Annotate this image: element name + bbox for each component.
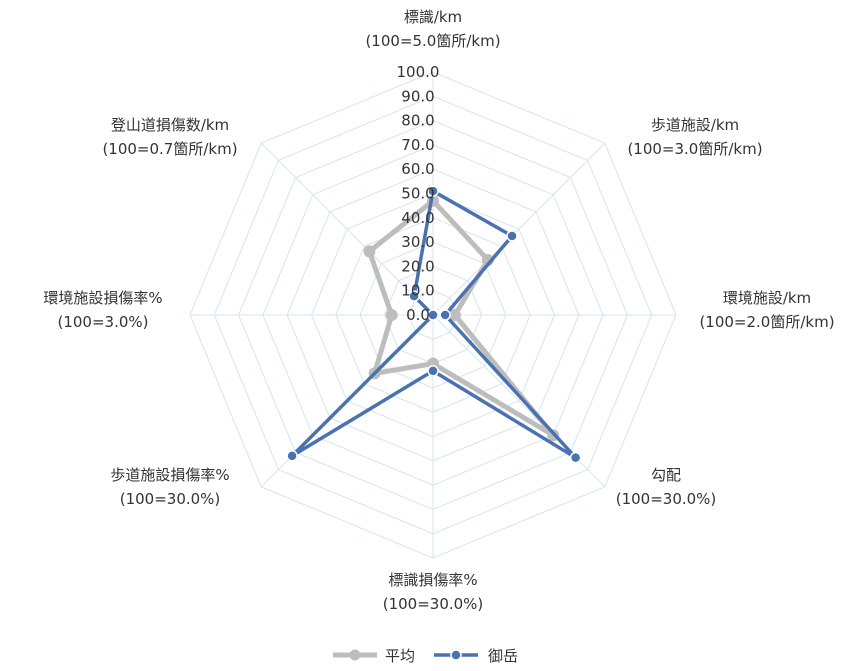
legend: 平均 御岳 [333, 647, 518, 665]
axis-name: 歩道施設/km [651, 116, 739, 134]
axis-spoke [260, 142, 434, 316]
data-point [569, 451, 582, 464]
data-point [408, 290, 420, 302]
axis-name: 標識/km [404, 8, 462, 26]
axis-label: 標識損傷率% (100=30.0%) [383, 571, 484, 613]
tick-label: 10.0 [401, 282, 434, 300]
axis-scale: (100=3.0%) [57, 313, 148, 331]
axis-scale: (100=30.0%) [616, 490, 717, 508]
axis-scale: (100=30.0%) [383, 595, 484, 613]
axis-name: 歩道施設損傷率% [110, 466, 229, 484]
axis-name: 環境施設/km [723, 289, 811, 307]
axis-spoke [432, 142, 606, 316]
radial-tick-labels: 0.0 10.0 20.0 30.0 40.0 50.0 60.0 70.0 80.0 90.0 1… [397, 63, 440, 324]
tick-label: 100.0 [397, 63, 440, 81]
axis-label: 歩道施設損傷率% (100=30.0%) [110, 466, 229, 508]
axis-labels: 標識/km (100=5.0箇所/km) 歩道施設/km (100=3.0箇所/km)… [43, 8, 834, 613]
axis-name: 環境施設損傷率% [43, 289, 162, 307]
axis-label: 勾配 (100=30.0%) [616, 466, 717, 508]
tick-label: 0.0 [406, 306, 430, 324]
legend-item-0: 平均 [333, 647, 415, 665]
data-point [385, 309, 398, 321]
legend-swatch-marker [349, 649, 361, 661]
tick-label: 60.0 [401, 160, 434, 178]
tick-label: 70.0 [401, 136, 434, 154]
axis-label: 登山道損傷数/km (100=0.7箇所/km) [102, 116, 237, 158]
axis-label: 環境施設損傷率% (100=3.0%) [43, 289, 162, 331]
tick-label: 30.0 [401, 233, 434, 251]
data-point [427, 365, 439, 377]
tick-label: 80.0 [401, 112, 434, 130]
axis-scale: (100=5.0箇所/km) [365, 32, 500, 50]
data-point [427, 185, 439, 197]
series-0 [363, 194, 560, 442]
axis-label: 標識/km (100=5.0箇所/km) [365, 8, 500, 50]
axis-name: 標識損傷率% [388, 571, 477, 589]
legend-item-1: 御岳 [434, 647, 518, 665]
legend-swatch-marker [450, 649, 462, 661]
data-point [286, 450, 298, 462]
data-point [363, 245, 376, 258]
legend-label: 御岳 [488, 647, 518, 665]
data-point [439, 309, 451, 321]
axis-name: 勾配 [651, 466, 681, 484]
series-1 [286, 185, 582, 464]
tick-label: 90.0 [401, 87, 434, 105]
series-line [290, 189, 578, 460]
legend-label: 平均 [385, 647, 415, 665]
axis-scale: (100=2.0箇所/km) [699, 313, 834, 331]
data-point [427, 309, 439, 321]
radar-series [286, 185, 582, 464]
axis-scale: (100=0.7箇所/km) [102, 140, 237, 158]
data-point [506, 230, 518, 242]
tick-label: 40.0 [401, 209, 434, 227]
axis-scale: (100=30.0%) [120, 490, 221, 508]
tick-label: 50.0 [401, 185, 434, 203]
axis-label: 環境施設/km (100=2.0箇所/km) [699, 289, 834, 331]
axis-scale: (100=3.0箇所/km) [627, 140, 762, 158]
axis-label: 歩道施設/km (100=3.0箇所/km) [627, 116, 762, 158]
tick-label: 20.0 [401, 257, 434, 275]
axis-name: 登山道損傷数/km [111, 116, 229, 134]
